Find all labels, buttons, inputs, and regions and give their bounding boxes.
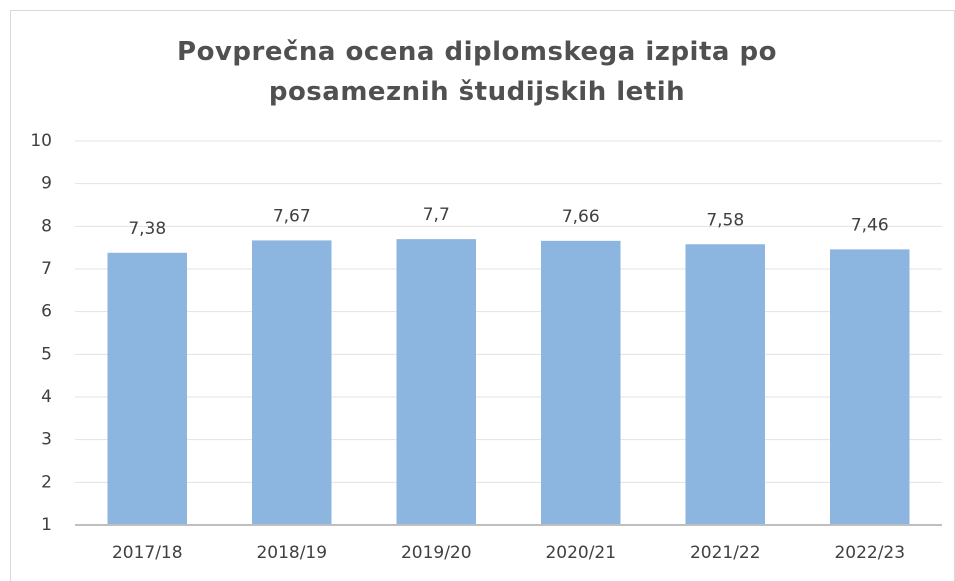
- y-tick-label: 5: [41, 344, 52, 364]
- chart-title: Povprečna ocena diplomskega izpita po po…: [177, 37, 777, 107]
- y-tick-label: 1: [41, 515, 52, 535]
- y-tick-label: 7: [41, 259, 52, 279]
- value-label: 7,67: [273, 206, 311, 226]
- y-tick-label: 9: [41, 174, 52, 194]
- x-tick-label: 2019/20: [401, 543, 472, 563]
- bar: [396, 239, 476, 525]
- value-label: 7,38: [128, 219, 166, 239]
- y-tick-label: 4: [41, 387, 52, 407]
- y-tick-label: 3: [41, 430, 52, 450]
- bar: [541, 240, 621, 525]
- value-label: 7,46: [851, 215, 889, 235]
- y-tick-label: 6: [41, 302, 52, 322]
- y-tick-label: 10: [30, 131, 52, 151]
- x-tick-label: 2018/19: [256, 543, 327, 563]
- bar: [685, 244, 765, 525]
- bar: [252, 240, 332, 525]
- x-tick-label: 2022/23: [834, 543, 905, 563]
- y-tick-label: 2: [41, 472, 52, 492]
- y-tick-label: 8: [41, 216, 52, 236]
- x-tick-label: 2020/21: [545, 543, 616, 563]
- value-label: 7,58: [706, 210, 744, 230]
- value-label: 7,7: [423, 205, 450, 225]
- bar: [830, 249, 910, 525]
- x-tick-label: 2021/22: [690, 543, 761, 563]
- value-label: 7,66: [562, 207, 600, 227]
- bar: [107, 252, 187, 525]
- x-tick-label: 2017/18: [112, 543, 183, 563]
